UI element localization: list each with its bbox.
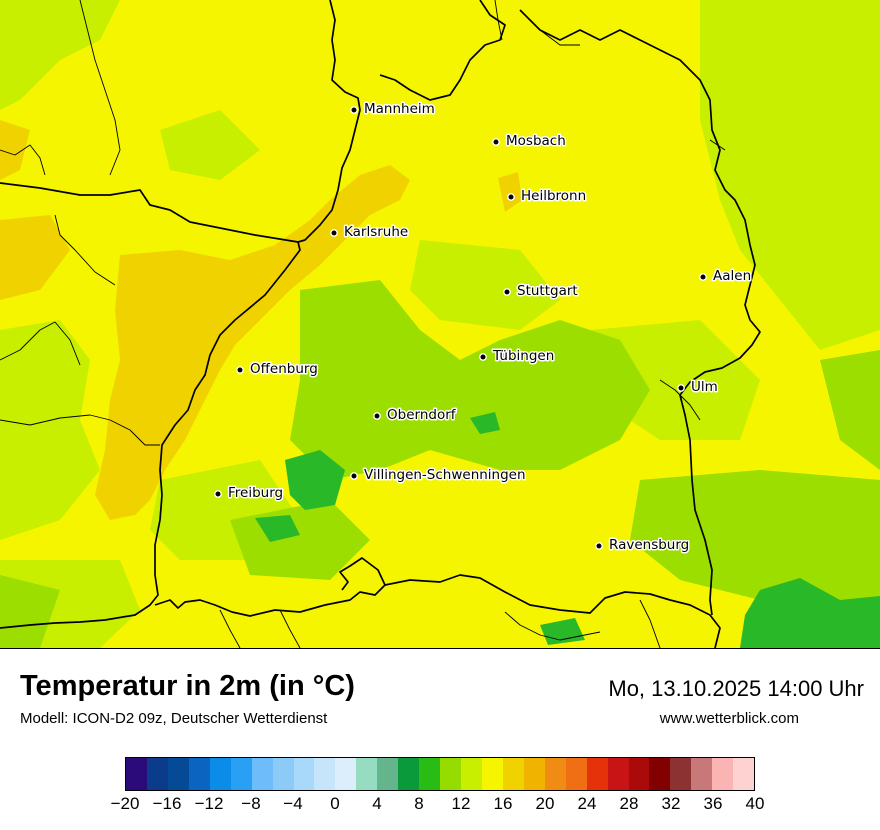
- legend-swatch: [670, 758, 692, 790]
- legend-swatch: [377, 758, 399, 790]
- legend-swatch: [565, 758, 587, 790]
- legend-tick-label: 4: [372, 794, 382, 813]
- legend-swatch: [293, 758, 315, 790]
- legend-swatch: [251, 758, 273, 790]
- city-dot-icon: [677, 384, 685, 392]
- legend-swatch: [398, 758, 420, 790]
- legend-swatch: [649, 758, 671, 790]
- legend-swatch: [335, 758, 357, 790]
- legend-swatch: [607, 758, 629, 790]
- legend-tick-label: 32: [661, 794, 681, 813]
- legend-swatch: [126, 758, 147, 790]
- legend-tick-label: 20: [535, 794, 555, 813]
- city-label: Oberndorf: [387, 407, 457, 423]
- city-mosbach: Mosbach: [492, 132, 567, 151]
- city-label: Villingen-Schwenningen: [364, 467, 526, 483]
- info-panel: Temperatur in 2m (in °C) Modell: ICON-D2…: [0, 648, 880, 830]
- city-offenburg: Offenburg: [236, 360, 319, 379]
- city-freiburg: Freiburg: [214, 484, 285, 503]
- legend-tick-label: 12: [451, 794, 471, 813]
- city-label: Ravensburg: [609, 537, 689, 553]
- legend-swatch: [586, 758, 608, 790]
- city-label: Offenburg: [250, 361, 318, 377]
- legend-swatch: [272, 758, 294, 790]
- city-ulm: Ulm: [677, 378, 719, 397]
- warm-zones: [0, 120, 522, 520]
- dark-green-zones: [255, 412, 880, 648]
- legend-swatch: [167, 758, 189, 790]
- city-oberndorf: Oberndorf: [373, 406, 458, 425]
- city-heilbronn: Heilbronn: [507, 187, 588, 206]
- map-canvas: Mannheim Mosbach Heilbronn Karlsruhe Aalen St…: [0, 0, 880, 648]
- city-label: Karlsruhe: [344, 224, 408, 240]
- legend-tick-label: 16: [493, 794, 513, 813]
- map-title: Temperatur in 2m (in °C): [20, 670, 355, 702]
- legend-swatch: [712, 758, 734, 790]
- legend-swatch: [502, 758, 524, 790]
- legend-tick-label: 24: [577, 794, 597, 813]
- legend-swatch: [230, 758, 252, 790]
- model-source: Modell: ICON-D2 09z, Deutscher Wetterdie…: [20, 710, 328, 727]
- color-legend: −20 −16 −12 −8 −4 0 4 8 12 16 20 24 28 32 36 40: [0, 752, 880, 822]
- legend-swatch: [146, 758, 168, 790]
- city-label: Ulm: [691, 379, 718, 395]
- legend-tick-label: 40: [745, 794, 765, 813]
- legend-swatch: [419, 758, 441, 790]
- legend-swatch: [523, 758, 545, 790]
- city-label: Mosbach: [506, 133, 566, 149]
- city-dot-icon: [373, 412, 381, 420]
- green-zones: [0, 280, 880, 648]
- city-label: Mannheim: [364, 101, 435, 117]
- city-karlsruhe: Karlsruhe: [330, 223, 410, 242]
- legend-tick-label: −20: [110, 794, 140, 813]
- city-dot-icon: [350, 472, 358, 480]
- city-dot-icon: [236, 366, 244, 374]
- legend-tick-label: −16: [152, 794, 182, 813]
- legend-tick-label: 8: [414, 794, 424, 813]
- legend-tick-label: −8: [241, 794, 261, 813]
- city-label: Aalen: [713, 268, 751, 284]
- legend-tick-label: 0: [330, 794, 340, 813]
- city-stuttgart: Stuttgart: [503, 282, 579, 301]
- city-mannheim: Mannheim: [350, 100, 436, 119]
- legend-swatch: [544, 758, 566, 790]
- legend-swatch: [440, 758, 461, 790]
- city-dot-icon: [503, 288, 511, 296]
- city-dot-icon: [699, 273, 707, 281]
- forecast-datetime: Mo, 13.10.2025 14:00 Uhr: [608, 676, 864, 701]
- city-dot-icon: [214, 490, 222, 498]
- website-url[interactable]: www.wetterblick.com: [659, 710, 799, 727]
- city-label: Heilbronn: [521, 188, 586, 204]
- city-villingen-schwenningen: Villingen-Schwenningen: [350, 466, 527, 485]
- city-aalen: Aalen: [699, 267, 753, 286]
- temperature-map: Mannheim Mosbach Heilbronn Karlsruhe Aalen St…: [0, 0, 880, 649]
- legend-tick-label: −4: [283, 794, 303, 813]
- city-label: Tübingen: [492, 348, 554, 364]
- legend-swatch: [481, 758, 503, 790]
- city-dot-icon: [595, 542, 603, 550]
- city-dot-icon: [492, 138, 500, 146]
- legend-swatch: [209, 758, 231, 790]
- legend-swatch: [188, 758, 210, 790]
- city-ravensburg: Ravensburg: [595, 536, 691, 555]
- legend-tick-label: −12: [194, 794, 224, 813]
- legend-swatch: [314, 758, 336, 790]
- city-markers: Mannheim Mosbach Heilbronn Karlsruhe Aalen St…: [214, 100, 753, 555]
- legend-swatch: [691, 758, 713, 790]
- legend-swatch: [461, 758, 482, 790]
- city-label: Freiburg: [228, 485, 283, 501]
- legend-swatch: [628, 758, 650, 790]
- city-dot-icon: [350, 106, 358, 114]
- city-dot-icon: [507, 193, 515, 201]
- legend-tick-label: 36: [703, 794, 723, 813]
- legend-swatch: [356, 758, 378, 790]
- legend-tick-label: 28: [619, 794, 639, 813]
- city-t-bingen: Tübingen: [479, 347, 556, 366]
- city-dot-icon: [479, 353, 487, 361]
- legend-swatch: [733, 758, 755, 790]
- borders: [0, 0, 761, 648]
- city-label: Stuttgart: [517, 283, 578, 299]
- city-dot-icon: [330, 229, 338, 237]
- legend-swatches: [125, 757, 755, 791]
